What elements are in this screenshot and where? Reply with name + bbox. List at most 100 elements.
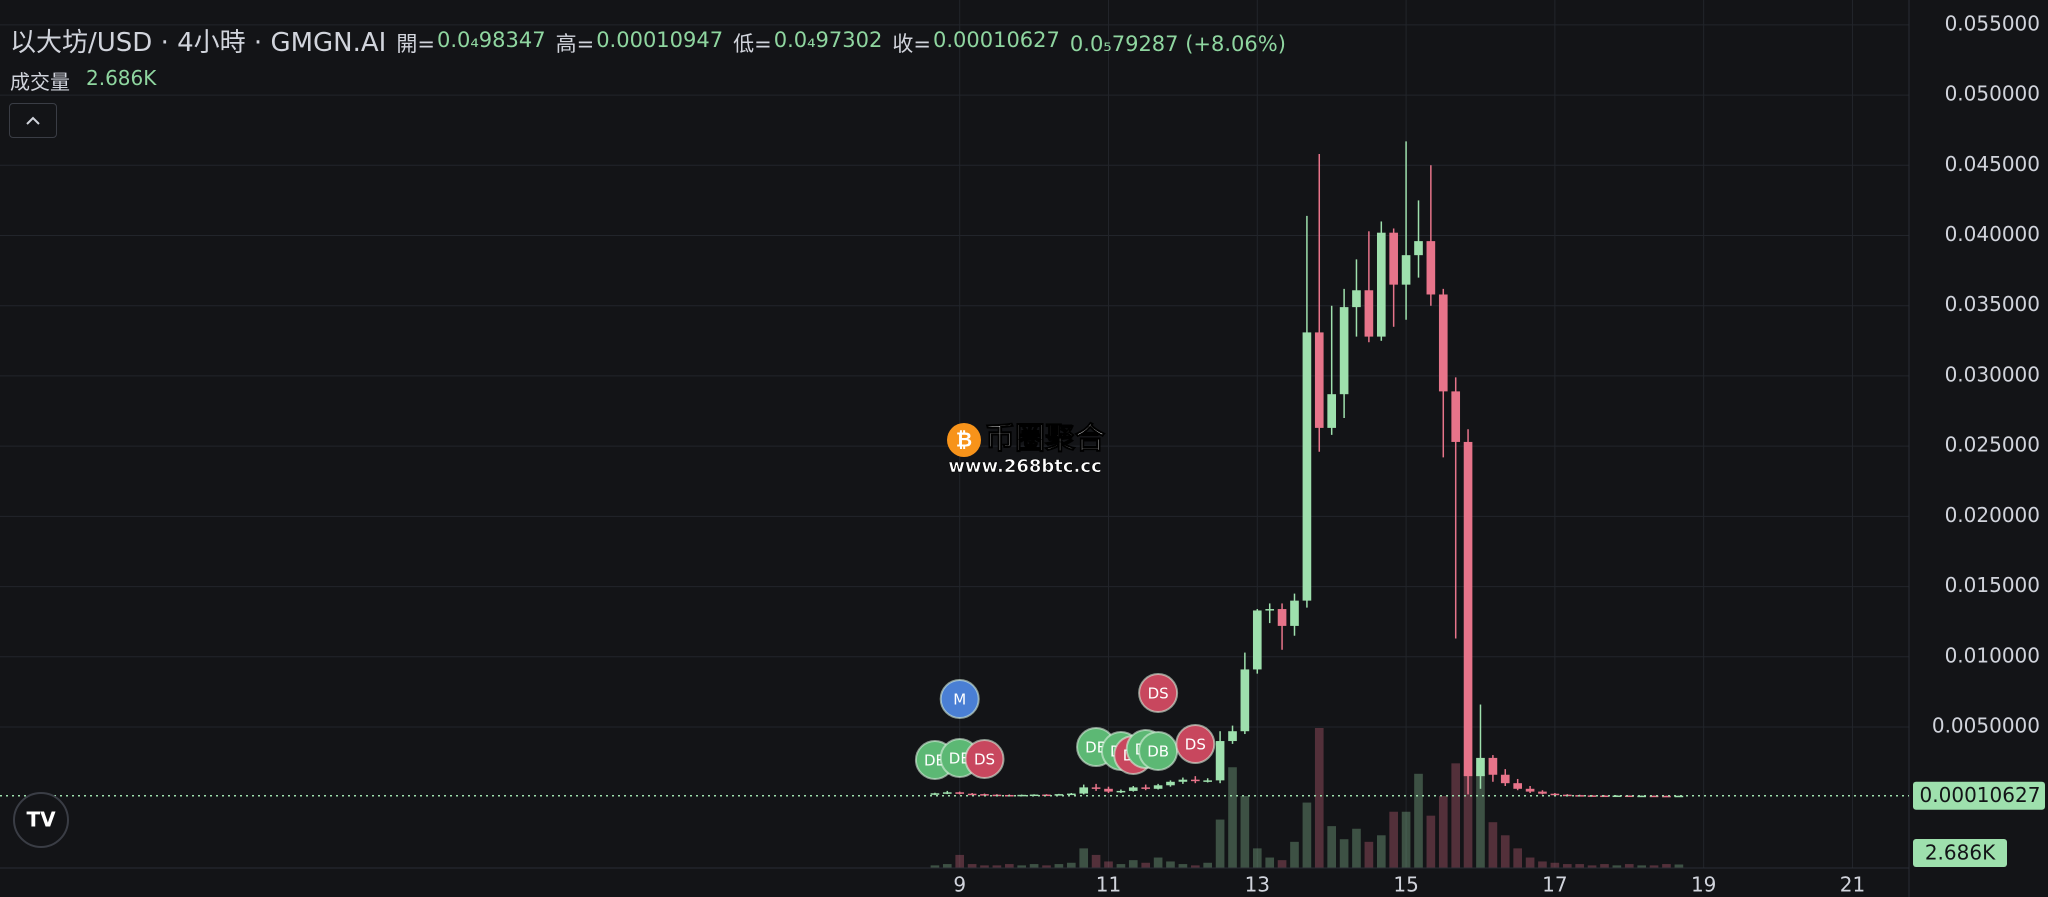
volume-bar	[992, 865, 1002, 868]
candle-body	[955, 792, 965, 794]
volume-bar	[1339, 839, 1349, 868]
volume-bar	[1302, 802, 1312, 868]
watermark-url: www.268btc.cc	[948, 456, 1101, 477]
last-price-box	[1913, 781, 2045, 810]
candle-body	[1525, 788, 1535, 792]
collapse-button[interactable]	[9, 103, 57, 138]
volume-bar	[1290, 841, 1299, 868]
candle-body	[1228, 731, 1237, 742]
volume-bar	[1562, 864, 1572, 868]
x-tick-label: 13	[1245, 873, 1270, 897]
volume-bar	[955, 854, 965, 868]
volume-bar	[1575, 864, 1584, 868]
y-tick-label: 0.015000	[1945, 573, 2040, 597]
candle-body	[1265, 609, 1275, 611]
volume-bar	[1228, 767, 1237, 868]
candle-body	[1637, 795, 1647, 798]
candle-body	[1327, 394, 1337, 428]
candle-body	[1674, 795, 1684, 798]
low-value: 0.0₄97302	[773, 28, 883, 52]
volume-last-box	[1913, 839, 2007, 867]
volume-value: 2.686K	[86, 66, 157, 90]
y-tick-label: 0.010000	[1945, 643, 2040, 667]
volume-bar	[1005, 864, 1014, 868]
event-marker	[1175, 724, 1216, 764]
candle-body	[1500, 774, 1510, 784]
candle-body	[1550, 793, 1560, 796]
symbol-title: 以大坊/USD · 4小時 · GMGN.AI	[10, 28, 387, 58]
close-item: 收= 0.00010627	[892, 28, 1060, 58]
low-label: 低=	[733, 32, 772, 56]
candle-body	[1141, 787, 1151, 789]
volume-bar	[1538, 861, 1547, 868]
volume-bar	[1203, 862, 1212, 868]
tradingview-logo: TV	[13, 792, 69, 848]
candle-body	[1538, 791, 1547, 794]
volume-bar	[1587, 865, 1597, 868]
candle-body	[1624, 795, 1634, 798]
y-tick-label: 0.055000	[1945, 11, 2040, 35]
volume-bar	[1116, 864, 1126, 868]
volume-bar	[1190, 865, 1200, 868]
candle-body	[1116, 790, 1126, 793]
y-tick-label: 0.035000	[1945, 292, 2040, 316]
volume-bar	[1029, 864, 1039, 868]
candle-body	[1190, 779, 1200, 782]
event-marker	[1138, 673, 1179, 713]
y-tick-label: 0.050000	[1945, 82, 2040, 106]
volume-bar	[930, 865, 940, 868]
open-value: 0.0₄98347	[436, 28, 546, 52]
last-price-label: 0.00010627	[1920, 783, 2041, 807]
candle-body	[1104, 788, 1113, 792]
candle-body	[1302, 332, 1312, 601]
candle-body	[1587, 795, 1597, 797]
candle-body	[1252, 610, 1262, 670]
volume-bar	[1066, 862, 1076, 868]
volume-bar	[1513, 848, 1522, 868]
volume-bar	[1327, 826, 1337, 868]
volume-bar	[967, 864, 977, 868]
high-item: 高= 0.00010947	[556, 28, 724, 58]
candle-body	[1066, 793, 1076, 796]
x-tick-label: 15	[1393, 873, 1418, 897]
x-tick-label: 21	[1840, 873, 1865, 897]
candle-body	[1314, 332, 1324, 428]
volume-bar	[1451, 763, 1461, 868]
x-tick-label: 19	[1691, 873, 1716, 897]
y-tick-label: 0.025000	[1945, 433, 2040, 457]
candle-body	[1290, 600, 1299, 626]
volume-bar	[1376, 835, 1386, 868]
candle-body	[1513, 783, 1522, 789]
volume-bar	[1525, 857, 1535, 868]
volume-legend: 成交量 2.686K	[10, 66, 156, 95]
candle-body	[1079, 787, 1089, 794]
high-label: 高=	[555, 32, 595, 56]
volume-bar	[1624, 864, 1634, 868]
volume-label: 成交量	[10, 70, 70, 94]
event-marker	[964, 739, 1005, 779]
close-label: 收=	[892, 32, 931, 56]
volume-bar	[1649, 865, 1659, 868]
candle-body	[1091, 787, 1101, 789]
candle-body	[1426, 241, 1436, 295]
volume-bar	[1476, 773, 1485, 868]
candle-body	[1649, 795, 1659, 798]
volume-bar	[1128, 860, 1138, 868]
volume-bar	[1488, 822, 1498, 868]
volume-bar	[1438, 796, 1448, 868]
volume-bar	[1153, 857, 1163, 868]
volume-bar	[1141, 862, 1151, 868]
volume-bar	[1401, 811, 1411, 868]
volume-bar	[1352, 828, 1361, 868]
change-value: 0.0₅79287 (+8.06%)	[1069, 32, 1286, 56]
volume-bar	[1166, 861, 1175, 868]
candle-body	[1662, 795, 1671, 798]
event-marker	[939, 679, 980, 719]
candle-body	[1600, 795, 1609, 798]
x-tick-label: 17	[1542, 873, 1567, 897]
volume-bar	[1042, 865, 1051, 868]
y-tick-label: 0.030000	[1945, 362, 2040, 386]
volume-bar	[1637, 865, 1647, 868]
watermark: ₿ 币圈聚合 www.268btc.cc	[947, 421, 1106, 477]
